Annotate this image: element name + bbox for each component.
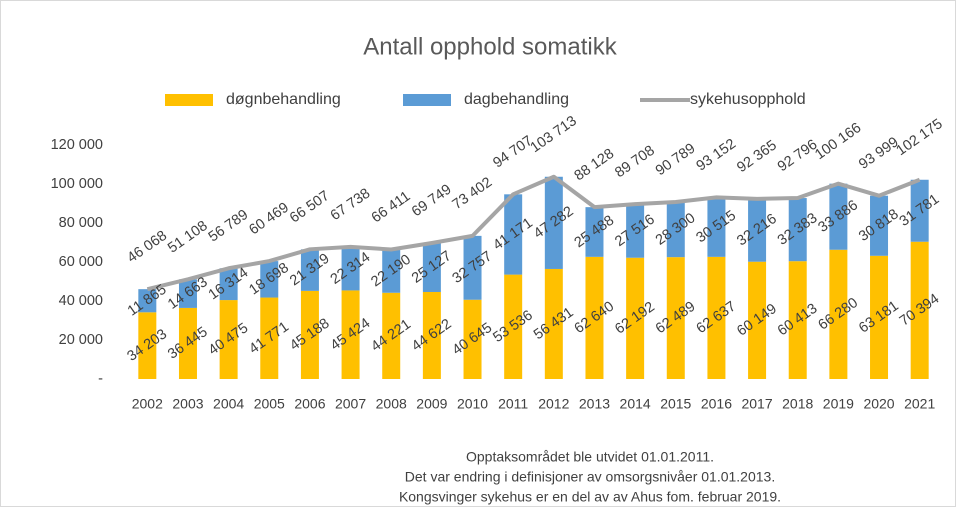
bar-segment [341,290,360,379]
note: Opptaksområdet ble utvidet 01.01.2011. [466,449,714,465]
bar-segment [585,207,604,257]
bar-segment [910,241,929,379]
legend-label: dagbehandling [464,91,569,108]
x-tick-label: 2003 [172,396,203,412]
x-tick-label: 2016 [701,396,732,412]
bar-segment [138,289,157,313]
bar-segment [504,274,523,379]
bar-segment [544,268,563,379]
x-tick-label: 2020 [863,396,894,412]
bar-segment [260,297,279,379]
bar-segment [300,290,319,379]
y-tick-label: 60 000 [59,254,103,270]
y-tick-label: - [98,371,103,387]
legend-label: døgnbehandling [226,91,341,108]
x-tick-label: 2011 [498,396,528,412]
x-tick-label: 2014 [620,396,651,412]
x-tick-label: 2019 [823,396,854,412]
bar-segment [300,249,319,291]
bar-segment [666,201,685,258]
line-series [146,174,921,292]
bar-segment [626,204,645,258]
x-tick-label: 2015 [660,396,691,412]
bar-segment [178,279,197,308]
bar-segment [910,179,929,242]
x-tick-label: 2002 [132,396,163,412]
bar-segment [382,249,401,293]
bar-segment [585,256,604,379]
bar-segment [260,261,279,298]
x-tick-label: 2018 [782,396,813,412]
x-tick-label: 2008 [376,396,407,412]
bar-segment [219,268,238,301]
x-tick-label: 2005 [254,396,285,412]
bar-segment [504,194,523,275]
x-tick-label: 2012 [538,396,569,412]
bar-segment [870,195,889,256]
x-tick-label: 2010 [457,396,488,412]
bar-segment [707,197,726,257]
bar-segment [707,256,726,379]
y-tick-label: 20 000 [59,332,103,348]
x-tick-label: 2006 [294,396,325,412]
note: Kongsvinger sykehus er en del av av Ahus… [399,489,781,505]
bar-segment [788,261,807,379]
bar-segment [422,242,441,292]
bar-segment [870,255,889,379]
x-tick-label: 2017 [741,396,772,412]
bar-segment [463,235,482,300]
bar-segment [178,307,197,379]
bar-segment [219,300,238,379]
bar-segment [544,176,563,269]
y-tick-label: 40 000 [59,293,103,309]
bar-segment [829,249,848,379]
legend-swatch [403,94,451,106]
bar-segment [829,183,848,250]
bar-segment [748,198,767,262]
bar-segment [626,257,645,379]
chart-title: Antall opphold somatikk [363,33,617,60]
x-tick-label: 2004 [213,396,244,412]
legend-swatch [165,94,213,106]
x-tick-label: 2013 [579,396,610,412]
bar-segment [341,246,360,291]
bar-segment [788,198,807,262]
y-tick-label: 100 000 [51,176,103,192]
note: Det var endring i definisjoner av omsorg… [405,469,775,485]
bar-segment [422,291,441,379]
bar-segment [382,292,401,379]
bar-segment [748,261,767,379]
x-tick-label: 2021 [904,396,935,412]
legend-label: sykehusopphold [690,91,806,108]
x-tick-label: 2009 [416,396,447,412]
bar-segment [463,299,482,379]
y-tick-label: 120 000 [51,137,103,153]
x-tick-label: 2007 [335,396,366,412]
y-tick-label: 80 000 [59,215,103,231]
bar-segment [666,257,685,379]
bar-segment [138,312,157,379]
